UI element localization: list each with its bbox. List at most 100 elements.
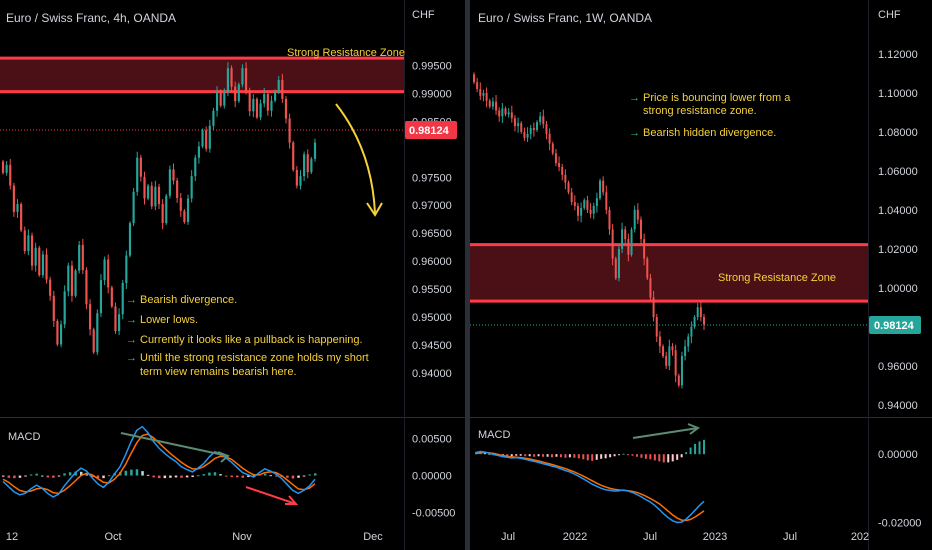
time-axis-label: 2022 bbox=[563, 531, 587, 543]
candle-body bbox=[558, 163, 561, 167]
candle-body bbox=[561, 166, 564, 175]
price-axis-tick-label: 0.95500 bbox=[412, 284, 452, 296]
macd-histogram-bar bbox=[515, 454, 518, 456]
annotation-arrow-icon: → bbox=[126, 314, 137, 326]
candle-body bbox=[611, 229, 614, 259]
candle-body bbox=[52, 295, 55, 321]
candle-body bbox=[30, 235, 34, 266]
candle-body bbox=[49, 279, 52, 296]
macd-histogram-bar bbox=[703, 439, 706, 455]
macd-histogram-bar bbox=[286, 475, 289, 478]
macd-histogram-bar bbox=[635, 454, 638, 457]
candle-body bbox=[564, 174, 567, 183]
candle-body bbox=[703, 317, 705, 325]
candle-body bbox=[110, 287, 113, 307]
candle-body bbox=[649, 278, 652, 298]
candle-body bbox=[687, 336, 690, 347]
l-resistance-zone[interactable] bbox=[0, 58, 404, 92]
macd-histogram-bar bbox=[689, 447, 692, 455]
candle-body bbox=[696, 307, 699, 318]
r-resistance-zone[interactable] bbox=[470, 244, 868, 302]
macd-histogram-bar bbox=[236, 475, 239, 478]
candle-body bbox=[277, 79, 280, 92]
left-chart-panel[interactable]: Euro / Swiss Franc, 4h, OANDA CHF Strong… bbox=[0, 0, 465, 550]
candle-body bbox=[219, 91, 222, 106]
candle-body bbox=[551, 143, 554, 154]
macd-histogram-bar bbox=[52, 475, 55, 478]
candle-body bbox=[74, 270, 77, 296]
macd-histogram-bar bbox=[185, 475, 189, 478]
candle-body bbox=[226, 68, 230, 93]
macd-histogram-bar bbox=[662, 454, 665, 463]
candle-body bbox=[491, 101, 494, 107]
price-axis-tick-label: 0.94500 bbox=[412, 340, 452, 352]
macd-axis-tick-label: -0.02000 bbox=[878, 517, 921, 529]
annotation-text: strong resistance zone. bbox=[643, 105, 757, 117]
candle-body bbox=[67, 265, 70, 292]
macd-histogram-bar bbox=[586, 454, 589, 461]
left-divergence-trendline bbox=[120, 432, 229, 457]
panel-divider[interactable] bbox=[465, 0, 470, 550]
candle-body bbox=[548, 133, 551, 144]
macd-line bbox=[2, 425, 316, 498]
candle-body bbox=[99, 280, 103, 314]
candle-body bbox=[5, 164, 8, 173]
candle-body bbox=[12, 185, 15, 212]
price-axis-tick-label: 1.08000 bbox=[878, 127, 918, 139]
candle-body bbox=[665, 356, 668, 366]
macd-histogram-bar bbox=[91, 475, 94, 478]
candle-body bbox=[636, 209, 639, 220]
macd-histogram-bar bbox=[247, 475, 250, 478]
macd-histogram-bar bbox=[613, 454, 616, 457]
candle-body bbox=[38, 247, 41, 276]
candle-body bbox=[34, 247, 37, 266]
time-axis-label: Dec bbox=[363, 531, 383, 543]
annotation-text: Currently it looks like a pullback is ha… bbox=[140, 334, 363, 346]
candle-body bbox=[643, 239, 646, 259]
candle-body bbox=[157, 186, 161, 205]
candle-body bbox=[602, 180, 605, 193]
macd-histogram-bar bbox=[241, 475, 245, 478]
candle-body bbox=[295, 169, 298, 186]
candle-body bbox=[263, 93, 266, 104]
candle-body bbox=[677, 375, 680, 386]
macd-histogram-bar bbox=[591, 454, 594, 461]
macd-histogram-bar bbox=[29, 474, 33, 476]
candle-body bbox=[266, 93, 269, 111]
macd-histogram-bar bbox=[107, 475, 111, 477]
candle-body bbox=[545, 124, 548, 134]
candle-body bbox=[143, 176, 146, 199]
annotation-arrow-icon: → bbox=[126, 294, 137, 306]
candle-body bbox=[599, 180, 602, 199]
macd-histogram-bar bbox=[542, 454, 545, 457]
macd-histogram-bar bbox=[85, 474, 89, 476]
time-axis-label: Jul bbox=[643, 531, 657, 543]
candle-body bbox=[542, 116, 545, 125]
candle-body bbox=[482, 92, 485, 96]
time-axis-label: Jul bbox=[783, 531, 797, 543]
time-axis-label: 12 bbox=[6, 531, 18, 543]
candle-body bbox=[20, 204, 23, 231]
macd-signal-line bbox=[475, 451, 705, 522]
candle-body bbox=[281, 79, 284, 99]
left-price-tag-text: 0.98124 bbox=[409, 125, 450, 137]
macd-histogram-bar bbox=[96, 475, 100, 479]
macd-histogram-bar bbox=[163, 475, 167, 479]
candle-body bbox=[517, 123, 520, 127]
candle-body bbox=[507, 112, 510, 115]
candle-body bbox=[605, 192, 608, 210]
candle-body bbox=[197, 146, 200, 158]
macd-histogram-bar bbox=[135, 469, 139, 476]
candle-body bbox=[16, 204, 19, 212]
candle-body bbox=[306, 154, 309, 173]
candle-body bbox=[27, 235, 30, 252]
candle-body bbox=[230, 68, 233, 87]
candle-body bbox=[608, 209, 611, 230]
candle-body bbox=[81, 244, 84, 271]
annotation-text: Price is bouncing lower from a bbox=[643, 92, 791, 104]
right-chart-panel[interactable]: Euro / Swiss Franc, 1W, OANDA CHF Strong… bbox=[470, 0, 932, 550]
candle-body bbox=[176, 180, 179, 198]
macd-histogram-bar bbox=[275, 475, 278, 477]
macd-histogram-bar bbox=[559, 454, 562, 458]
candle-body bbox=[501, 108, 504, 117]
